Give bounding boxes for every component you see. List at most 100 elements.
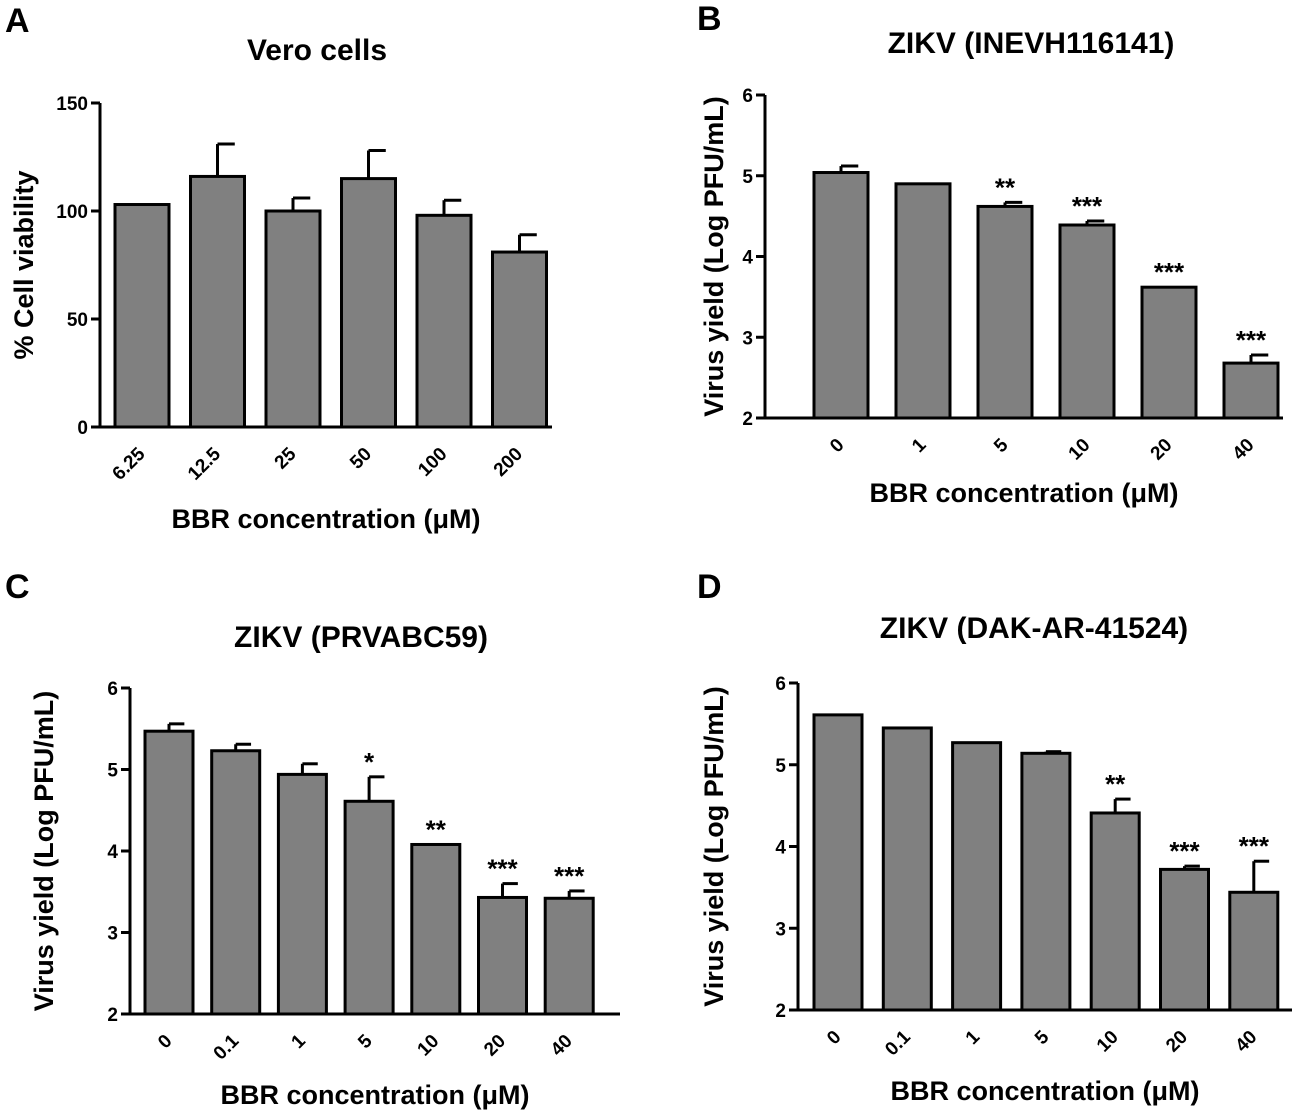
x-tick-label: 6.25 — [109, 443, 150, 484]
x-tick-label: 1 — [288, 1030, 311, 1053]
significance-label: * — [364, 747, 375, 777]
significance-label: *** — [1154, 257, 1185, 287]
significance-label: *** — [1072, 191, 1103, 221]
significance-label: *** — [487, 854, 518, 884]
y-tick-label: 0 — [77, 418, 88, 439]
x-tick-label: 25 — [271, 443, 301, 473]
y-tick-label: 5 — [107, 761, 118, 782]
significance-label: *** — [1236, 325, 1267, 355]
chart-panel-a: A Vero cells 6.25 12.5 25 50 100 200 0 50 100 150 BB… — [5, 2, 552, 534]
bar-1 — [276, 772, 328, 1016]
x-axis-label: BBR concentration (μM) — [220, 1080, 529, 1110]
bar-0 — [143, 729, 195, 1016]
x-axis-label: BBR concentration (μM) — [869, 478, 1178, 508]
y-axis-label: Virus yield (Log PFU/mL) — [699, 96, 729, 417]
x-tick-label: 10 — [1093, 1027, 1123, 1057]
y-tick-label: 2 — [107, 1005, 118, 1026]
x-tick-label: 1 — [908, 434, 931, 457]
x-tick-label: 5 — [990, 434, 1013, 457]
bar-5 — [343, 799, 395, 1016]
x-tick-label: 5 — [354, 1030, 377, 1053]
significance-label: ** — [1105, 769, 1126, 799]
bar-5 — [976, 204, 1034, 420]
bar-40 — [543, 896, 595, 1016]
significance-label: *** — [1239, 831, 1270, 861]
y-tick-label: 50 — [67, 310, 88, 331]
chart-panel-d: D ZIKV (DAK-AR-41524) 0 0.1 1 5 ** 10 *** 20 *** 40… — [697, 568, 1292, 1106]
significance-label: *** — [554, 861, 585, 891]
bar-5 — [1020, 751, 1072, 1012]
chart-panel-b: B ZIKV (INEVH116141) 0 1 ** 5 *** 10 *** 20 *** 40 2… — [697, 0, 1283, 508]
x-tick-label: 200 — [490, 444, 527, 481]
x-tick-label: 100 — [414, 444, 451, 481]
panel-letter: C — [5, 568, 30, 606]
panel-letter: D — [697, 568, 722, 606]
panel-letter: B — [697, 0, 722, 38]
x-tick-label: 20 — [1147, 435, 1177, 465]
y-axis-label: Virus yield (Log PFU/mL) — [29, 691, 59, 1012]
bar-40 — [1222, 361, 1280, 420]
bar-200 — [491, 250, 548, 429]
significance-label: ** — [995, 172, 1016, 202]
bar-1 — [894, 182, 952, 420]
y-tick-label: 6 — [107, 679, 118, 700]
bar-0 — [812, 713, 864, 1012]
y-tick-label: 3 — [107, 924, 118, 945]
chart-title: Vero cells — [247, 34, 387, 67]
x-tick-label: 40 — [547, 1031, 577, 1061]
bar-12.5 — [189, 174, 246, 429]
x-tick-label: 10 — [1065, 435, 1095, 465]
bar-10 — [1058, 223, 1116, 420]
chart-title: ZIKV (PRVABC59) — [234, 621, 488, 654]
x-tick-label: 12.5 — [184, 443, 225, 484]
bar-0.1 — [210, 749, 262, 1016]
panel-letter: A — [5, 2, 30, 40]
y-tick-label: 4 — [775, 838, 786, 859]
y-tick-label: 2 — [742, 409, 753, 430]
bar-25 — [264, 209, 322, 429]
x-tick-label: 0.1 — [881, 1026, 915, 1060]
x-tick-label: 0 — [823, 1027, 845, 1049]
x-tick-label: 5 — [1031, 1026, 1054, 1049]
bar-20 — [1159, 867, 1210, 1012]
chart-panel-c: C ZIKV (PRVABC59) 0 0.1 1 * 5 ** 10 *** 20 *** 40 2 3 4… — [5, 568, 620, 1110]
x-tick-label: 20 — [1162, 1027, 1192, 1057]
x-tick-label: 1 — [962, 1026, 985, 1049]
x-tick-label: 50 — [346, 444, 376, 474]
y-axis-label: % Cell viability — [9, 170, 39, 359]
bar-0.1 — [881, 726, 933, 1012]
x-tick-label: 0 — [826, 435, 848, 457]
bar-40 — [1228, 890, 1280, 1012]
y-tick-label: 2 — [775, 1001, 786, 1022]
bar-20 — [477, 895, 528, 1016]
y-tick-label: 3 — [775, 919, 786, 940]
x-axis-label: BBR concentration (μM) — [890, 1076, 1199, 1106]
x-tick-label: 10 — [414, 1031, 444, 1061]
y-tick-label: 5 — [775, 756, 786, 777]
x-axis-label: BBR concentration (μM) — [171, 504, 480, 534]
y-tick-label: 150 — [56, 94, 88, 115]
significance-label: *** — [1169, 836, 1200, 866]
x-tick-label: 20 — [480, 1031, 510, 1061]
y-tick-label: 3 — [742, 328, 753, 349]
y-tick-label: 4 — [742, 248, 753, 269]
y-tick-label: 6 — [742, 86, 753, 107]
x-tick-label: 0 — [154, 1031, 176, 1053]
y-tick-label: 100 — [56, 202, 88, 223]
x-tick-label: 40 — [1229, 435, 1259, 465]
bar-20 — [1140, 285, 1198, 420]
bar-6.25 — [113, 203, 171, 429]
bar-50 — [340, 177, 397, 429]
y-axis-label: Virus yield (Log PFU/mL) — [699, 686, 729, 1007]
bar-10 — [1089, 811, 1141, 1012]
x-tick-label: 0.1 — [210, 1030, 244, 1064]
x-tick-label: 40 — [1232, 1027, 1262, 1057]
bar-0 — [812, 171, 870, 420]
bar-100 — [415, 213, 473, 429]
y-tick-label: 4 — [107, 842, 118, 863]
bar-1 — [951, 741, 1003, 1012]
y-tick-label: 6 — [775, 674, 786, 695]
chart-title: ZIKV (INEVH116141) — [888, 27, 1175, 60]
